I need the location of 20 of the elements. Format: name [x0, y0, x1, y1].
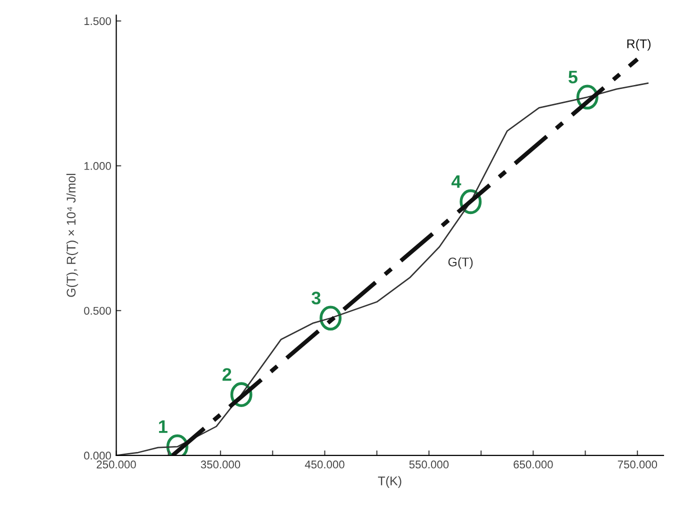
x-tick-label: 250.000 [96, 460, 136, 468]
x-tick-label: 650.000 [514, 460, 553, 468]
x-tick-label: 450.000 [304, 460, 344, 468]
annotation: 2 [222, 368, 232, 381]
line-series [116, 82, 649, 456]
y-tick-label: 0.500 [84, 306, 111, 315]
annotation: 5 [568, 70, 578, 84]
annotation: 1 [159, 420, 168, 433]
x-tick-label: 350.000 [200, 460, 240, 468]
annotation: 4 [451, 175, 462, 188]
y-tick-label: 0.000 [84, 452, 111, 460]
x-axis-title: T(K) [378, 476, 402, 488]
y-tick-label: 1.500 [84, 17, 111, 26]
y-tick-label: 1.000 [84, 162, 111, 170]
annotation: 3 [312, 292, 321, 304]
y-axis-title: G(T), R(T) × 10⁴ J/mol [66, 174, 78, 297]
x-tick-label: 550.000 [409, 460, 449, 468]
series-label: G(T) [448, 257, 473, 269]
x-tick-label: 750.000 [618, 460, 658, 468]
series-label: R(T) [627, 39, 651, 51]
